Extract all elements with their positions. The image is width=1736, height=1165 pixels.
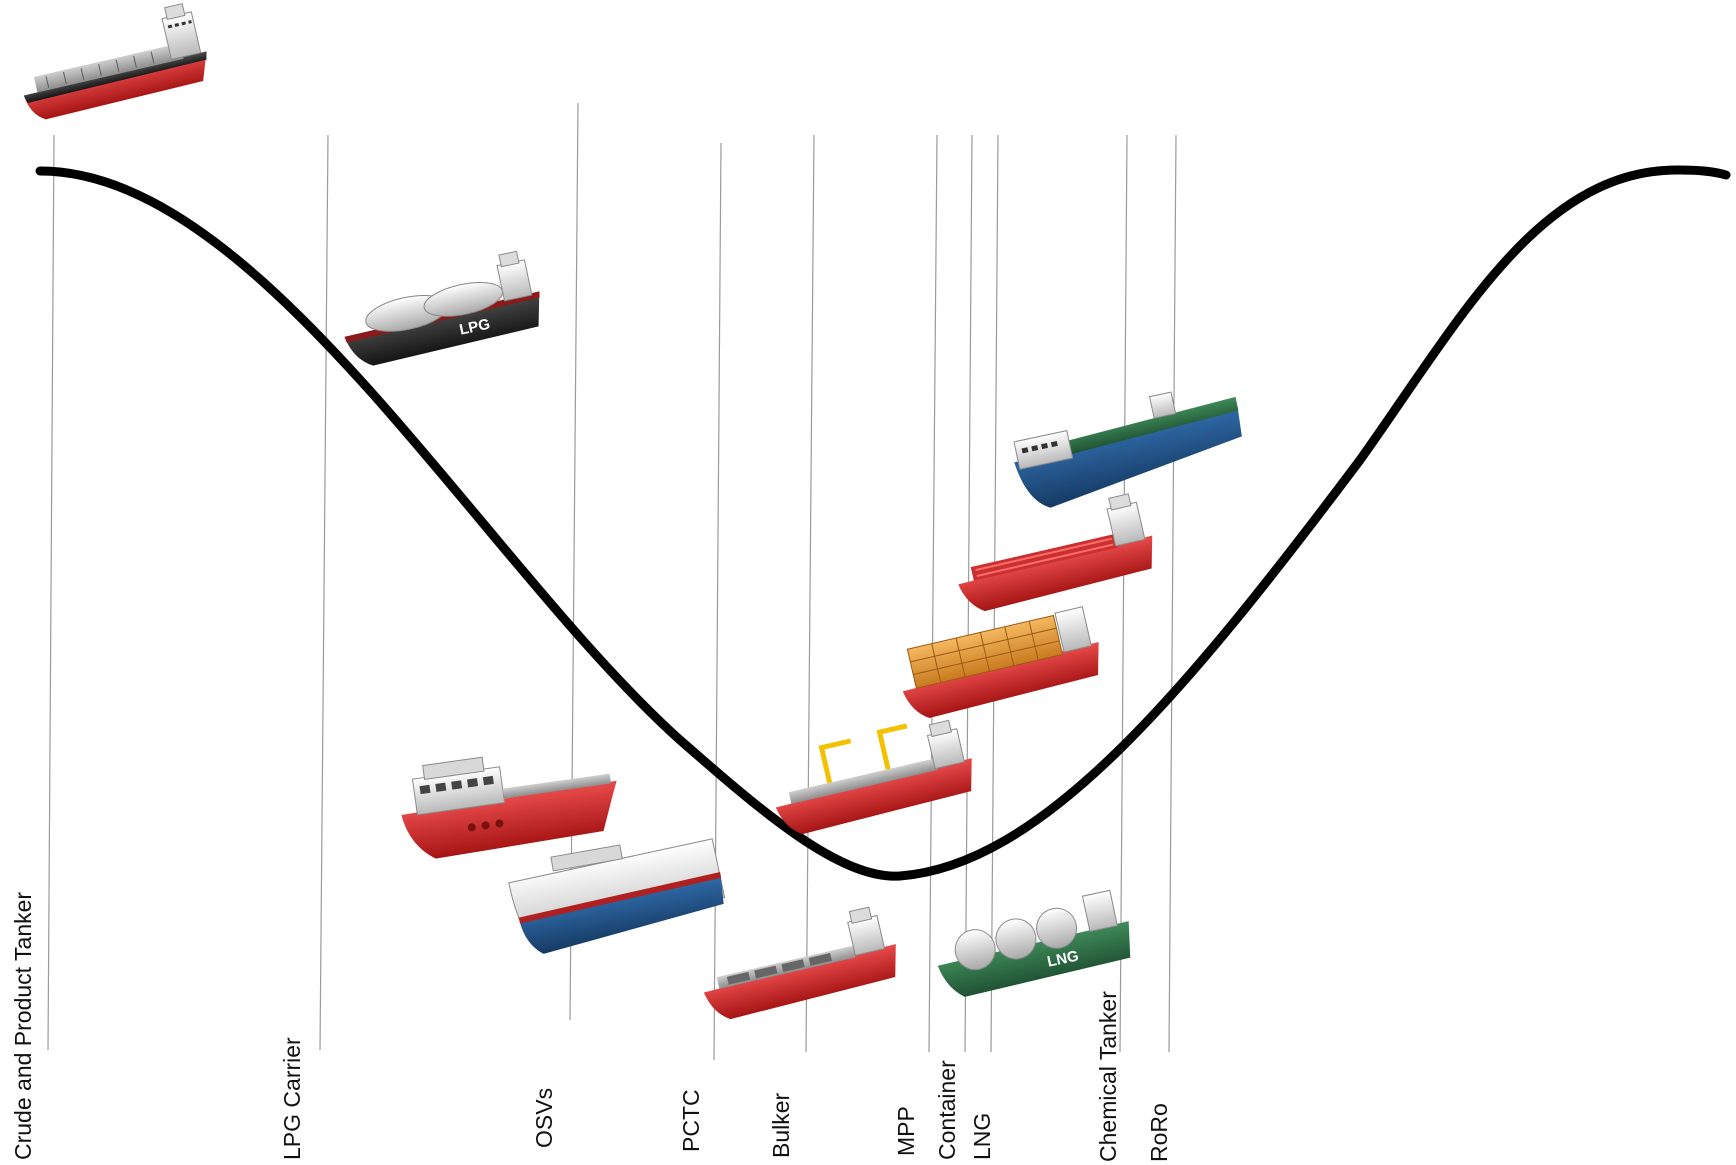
guide-lines [47,102,1177,1061]
lpg-carrier-icon: LPG [344,250,540,366]
label-roro: RoRo [1146,1103,1172,1162]
car-carrier-icon [508,838,726,954]
lng-carrier-icon: LNG [937,889,1131,997]
guide-line-crude [47,134,55,1051]
guide-line-bulker [805,134,815,1053]
guide-line-roro [1168,134,1177,1053]
label-bulker: Bulker [768,1092,794,1158]
label-container: Container [934,1060,960,1160]
cycle-curve [35,165,1731,881]
bulk-carrier-icon [703,906,896,1020]
label-crude-product-tanker: Crude and Product Tanker [10,892,36,1160]
label-osvs: OSVs [531,1088,557,1148]
container-ship-icon [902,606,1099,719]
label-lng: LNG [969,1113,995,1160]
multipurpose-ship-icon [775,719,972,835]
offshore-supply-vessel-icon [401,756,617,859]
lpg-hull-text: LPG [458,316,492,339]
tanker-ship-icon [23,3,207,120]
roro-ship-icon [1013,391,1242,508]
label-chemical-tanker: Chemical Tanker [1095,991,1121,1162]
guide-line-mpp [928,134,938,1053]
guide-line-lpg [319,134,329,1051]
label-mpp: MPP [893,1106,919,1156]
lng-hull-text: LNG [1046,948,1081,971]
guide-line-chemical [1119,134,1128,1053]
label-lpg-carrier: LPG Carrier [279,1037,305,1160]
chemical-tanker-icon [958,493,1153,612]
label-pctc: PCTC [678,1089,704,1152]
ship-type-labels: Crude and Product Tanker LPG Carrier OSV… [10,892,1172,1162]
guide-line-pctc [713,142,722,1061]
